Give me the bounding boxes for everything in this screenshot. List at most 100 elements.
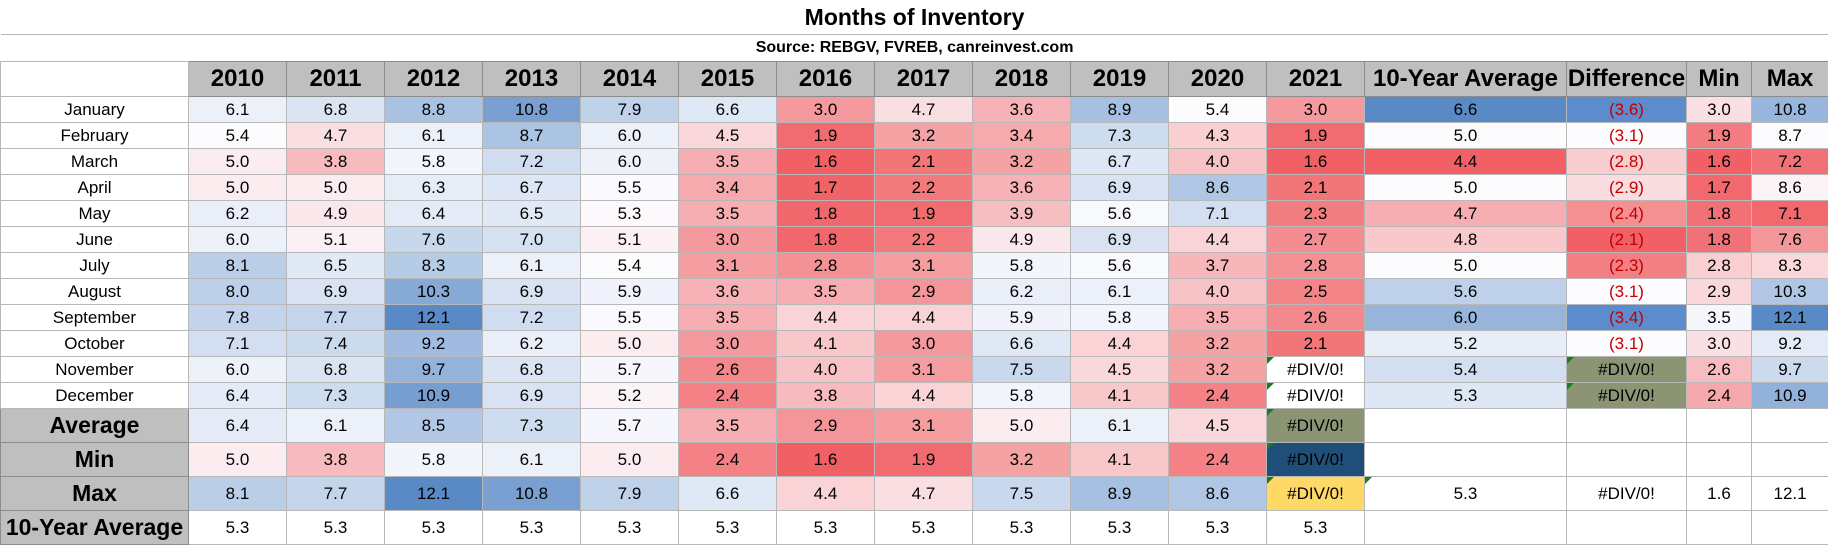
summary-cell[interactable]: 4.7: [874, 476, 973, 511]
table-cell[interactable]: 10.3: [1750, 278, 1828, 305]
table-cell[interactable]: 3.6: [972, 174, 1071, 201]
table-cell[interactable]: 6.8: [286, 356, 385, 383]
table-cell[interactable]: 8.3: [384, 252, 483, 279]
summary-cell[interactable]: [1686, 408, 1752, 443]
table-cell[interactable]: 7.7: [286, 304, 385, 331]
table-cell[interactable]: 5.6: [1070, 200, 1169, 227]
table-cell[interactable]: 5.8: [972, 382, 1071, 409]
summary-cell[interactable]: [1364, 408, 1567, 443]
summary-cell[interactable]: 5.3: [678, 510, 777, 545]
table-cell[interactable]: 1.6: [1686, 148, 1752, 175]
table-cell[interactable]: 3.9: [972, 200, 1071, 227]
table-cell[interactable]: 6.0: [188, 356, 287, 383]
summary-cell[interactable]: #DIV/0!: [1566, 476, 1687, 511]
table-cell[interactable]: 4.4: [1070, 330, 1169, 357]
summary-cell[interactable]: 5.3: [1168, 510, 1267, 545]
table-cell[interactable]: (2.3): [1566, 252, 1687, 279]
table-cell[interactable]: 6.7: [1070, 148, 1169, 175]
table-cell[interactable]: 6.2: [482, 330, 581, 357]
table-cell[interactable]: 6.0: [188, 226, 287, 253]
table-cell[interactable]: 7.3: [286, 382, 385, 409]
table-cell[interactable]: 4.7: [286, 122, 385, 149]
summary-cell[interactable]: [1750, 442, 1828, 477]
summary-cell[interactable]: 6.1: [482, 442, 581, 477]
table-cell[interactable]: 4.8: [1364, 226, 1567, 253]
table-cell[interactable]: 5.9: [972, 304, 1071, 331]
table-cell[interactable]: 5.1: [286, 226, 385, 253]
summary-cell[interactable]: 3.5: [678, 408, 777, 443]
table-cell[interactable]: 3.6: [972, 96, 1071, 123]
summary-cell[interactable]: 3.2: [972, 442, 1071, 477]
table-cell[interactable]: 5.3: [580, 200, 679, 227]
table-cell[interactable]: 6.1: [188, 96, 287, 123]
table-cell[interactable]: 5.4: [1364, 356, 1567, 383]
table-cell[interactable]: 5.0: [188, 148, 287, 175]
summary-cell[interactable]: 6.6: [678, 476, 777, 511]
table-cell[interactable]: 2.6: [1266, 304, 1365, 331]
summary-cell[interactable]: #DIV/0!: [1266, 408, 1365, 443]
table-cell[interactable]: 5.0: [580, 330, 679, 357]
table-cell[interactable]: 5.4: [188, 122, 287, 149]
table-cell[interactable]: 7.2: [482, 304, 581, 331]
table-cell[interactable]: 5.4: [1168, 96, 1267, 123]
table-cell[interactable]: 3.8: [286, 148, 385, 175]
table-cell[interactable]: 3.4: [972, 122, 1071, 149]
table-cell[interactable]: 4.4: [1364, 148, 1567, 175]
table-cell[interactable]: 3.1: [874, 252, 973, 279]
table-cell[interactable]: 8.1: [188, 252, 287, 279]
summary-cell[interactable]: 5.0: [188, 442, 287, 477]
table-cell[interactable]: 1.8: [776, 226, 875, 253]
table-cell[interactable]: 4.1: [1070, 382, 1169, 409]
summary-cell[interactable]: [1566, 510, 1687, 545]
table-cell[interactable]: 3.0: [776, 96, 875, 123]
summary-cell[interactable]: 5.3: [972, 510, 1071, 545]
table-cell[interactable]: 5.6: [1364, 278, 1567, 305]
table-cell[interactable]: 1.9: [1266, 122, 1365, 149]
table-cell[interactable]: 8.9: [1070, 96, 1169, 123]
table-cell[interactable]: 6.9: [1070, 226, 1169, 253]
table-cell[interactable]: 1.9: [1686, 122, 1752, 149]
table-cell[interactable]: 6.8: [286, 96, 385, 123]
table-cell[interactable]: 7.5: [972, 356, 1071, 383]
table-cell[interactable]: 5.5: [580, 304, 679, 331]
table-cell[interactable]: 2.8: [1686, 252, 1752, 279]
summary-cell[interactable]: [1364, 442, 1567, 477]
summary-cell[interactable]: 8.5: [384, 408, 483, 443]
summary-cell[interactable]: 2.4: [678, 442, 777, 477]
table-cell[interactable]: 3.5: [776, 278, 875, 305]
table-cell[interactable]: 4.7: [874, 96, 973, 123]
table-cell[interactable]: 5.0: [1364, 174, 1567, 201]
table-cell[interactable]: 3.6: [678, 278, 777, 305]
summary-cell[interactable]: 7.3: [482, 408, 581, 443]
table-cell[interactable]: 2.9: [874, 278, 973, 305]
table-cell[interactable]: 6.5: [286, 252, 385, 279]
table-cell[interactable]: 3.2: [874, 122, 973, 149]
table-cell[interactable]: 5.7: [580, 356, 679, 383]
table-cell[interactable]: 2.8: [776, 252, 875, 279]
table-cell[interactable]: 4.4: [874, 382, 973, 409]
table-cell[interactable]: 3.4: [678, 174, 777, 201]
table-cell[interactable]: 2.4: [1686, 382, 1752, 409]
table-cell[interactable]: (3.6): [1566, 96, 1687, 123]
table-cell[interactable]: 2.2: [874, 174, 973, 201]
table-cell[interactable]: 3.0: [874, 330, 973, 357]
table-cell[interactable]: 3.0: [678, 226, 777, 253]
table-cell[interactable]: 7.2: [482, 148, 581, 175]
table-cell[interactable]: 7.3: [1070, 122, 1169, 149]
table-cell[interactable]: 9.7: [384, 356, 483, 383]
table-cell[interactable]: 6.3: [384, 174, 483, 201]
table-cell[interactable]: 5.9: [580, 278, 679, 305]
table-cell[interactable]: 3.0: [1686, 96, 1752, 123]
table-cell[interactable]: 4.5: [1070, 356, 1169, 383]
summary-cell[interactable]: 1.9: [874, 442, 973, 477]
table-cell[interactable]: 2.7: [1266, 226, 1365, 253]
summary-cell[interactable]: 1.6: [776, 442, 875, 477]
table-cell[interactable]: 2.4: [1168, 382, 1267, 409]
summary-cell[interactable]: [1750, 408, 1828, 443]
table-cell[interactable]: 4.0: [1168, 278, 1267, 305]
table-cell[interactable]: (3.4): [1566, 304, 1687, 331]
table-cell[interactable]: 2.4: [678, 382, 777, 409]
table-cell[interactable]: (2.4): [1566, 200, 1687, 227]
summary-cell[interactable]: 5.3: [1266, 510, 1365, 545]
table-cell[interactable]: (2.8): [1566, 148, 1687, 175]
